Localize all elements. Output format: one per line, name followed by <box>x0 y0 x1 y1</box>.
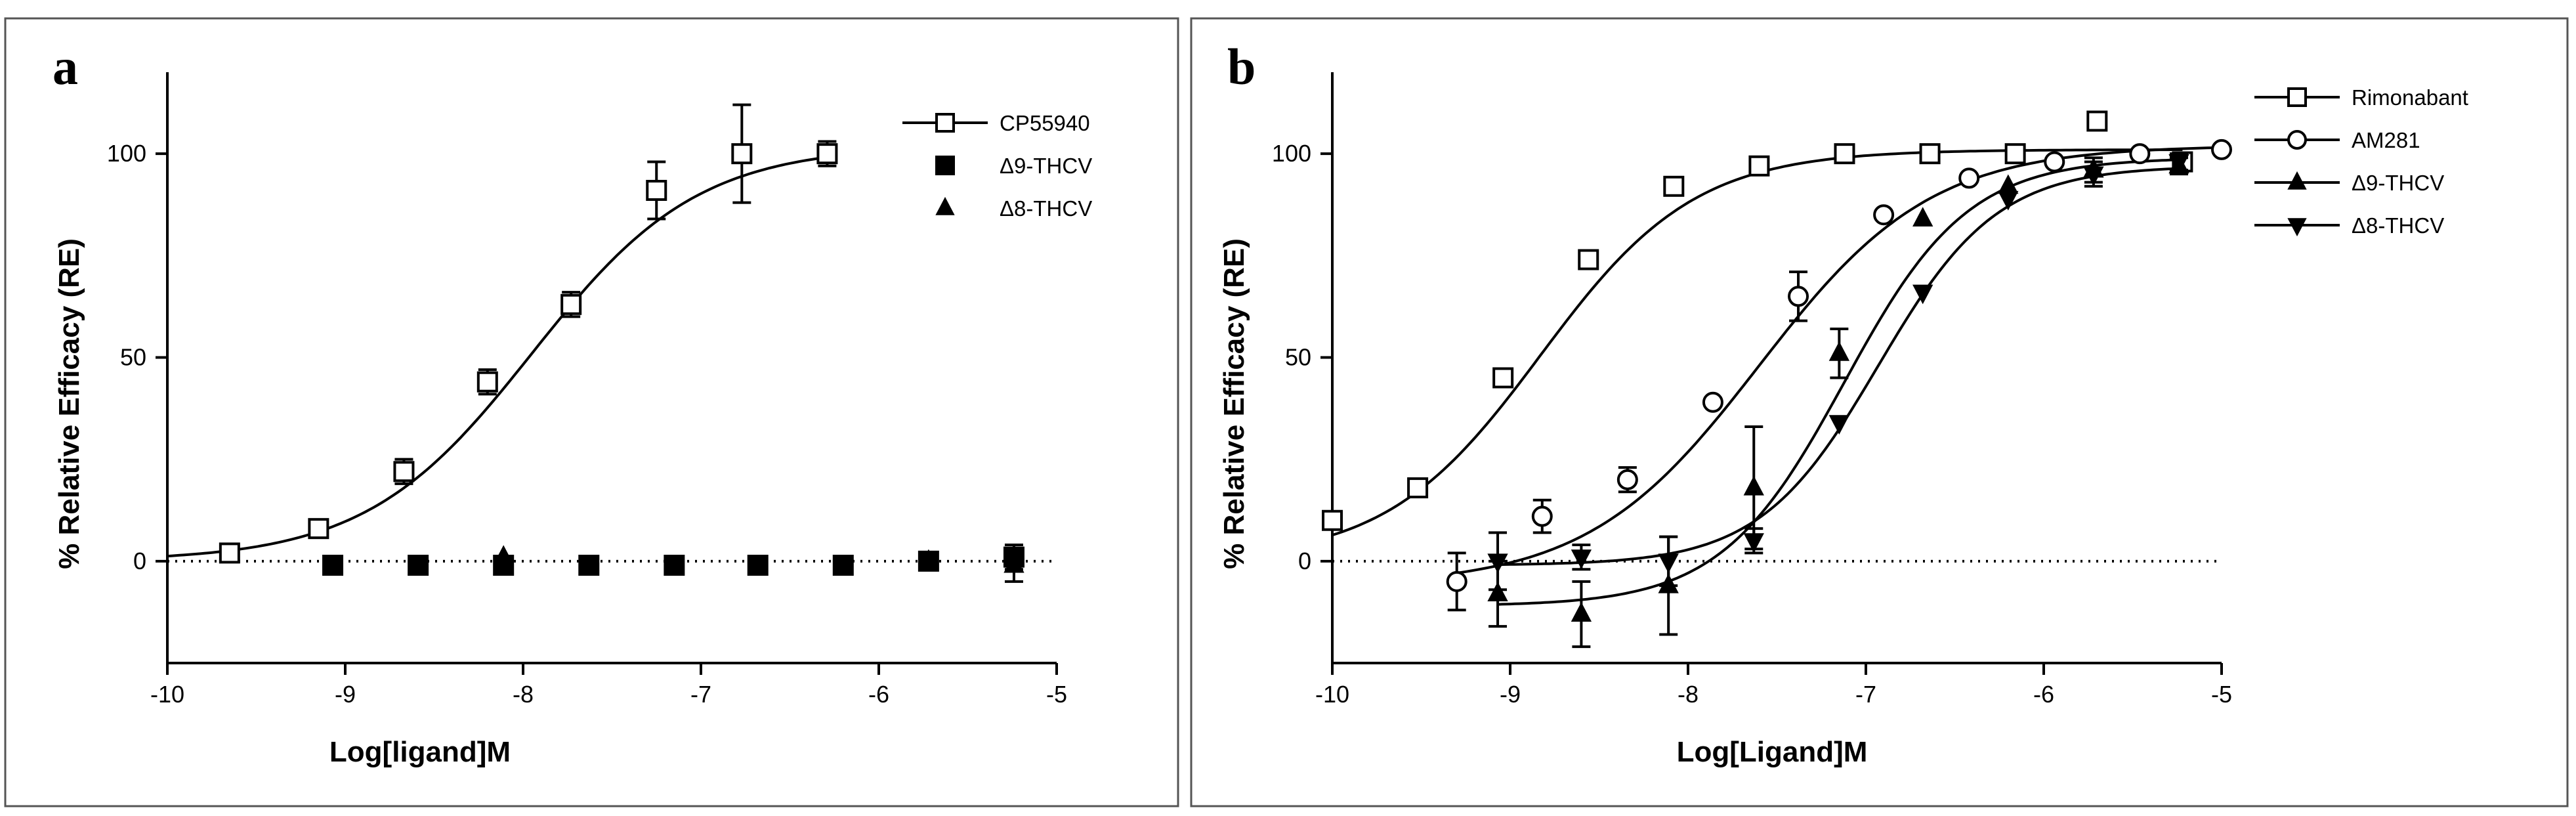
panel-a-data-point <box>408 555 429 576</box>
panel-a-data-point <box>393 461 415 483</box>
panel-a-data-point <box>476 371 498 393</box>
panel-a-data-point <box>493 545 514 565</box>
panel-a-data-point <box>747 555 769 576</box>
panel-b-y-tick-label: 0 <box>1298 548 1311 574</box>
panel-b-legend-marker <box>2287 171 2307 190</box>
panel-a-data-point <box>308 518 329 540</box>
panel-a-x-tick-label: -6 <box>868 681 889 708</box>
panel-b-data-point <box>2004 143 2026 165</box>
panel-b-data-point <box>1828 341 1850 361</box>
panel-b-data-point <box>1873 204 1895 226</box>
panel-a-data-point <box>578 555 600 576</box>
panel-b-border <box>1190 17 2569 807</box>
panel-a-legend-label: Δ9-THCV <box>1000 154 1092 178</box>
panel-b-data-point <box>1658 553 1679 574</box>
panel-a-legend-marker <box>935 196 955 215</box>
panel-b-data-point <box>1788 286 1809 307</box>
panel-b-x-tick-label: -8 <box>1678 681 1699 708</box>
panel-b: b Log[Ligand]M % Relative Efficacy (RE) … <box>1190 17 2569 807</box>
panel-b-data-point <box>1743 533 1764 553</box>
panel-a-data-point <box>731 143 753 165</box>
panel-a-fit-curve-0 <box>167 156 828 558</box>
panel-a-data-point <box>560 293 582 315</box>
panel-a-data-point <box>646 180 667 201</box>
panel-a-legend-marker <box>935 113 955 133</box>
panel-a-x-tick-label: -10 <box>150 681 184 708</box>
panel-b-data-point <box>2211 139 2232 160</box>
panel-a-data-point <box>664 555 685 576</box>
panel-a-data-point <box>918 549 939 569</box>
panel-b-x-tick-label: -10 <box>1315 681 1349 708</box>
panel-b-data-point <box>1616 469 1638 490</box>
panel-a-border <box>4 17 1179 807</box>
panel-b-legend-marker <box>2287 130 2307 150</box>
panel-b-data-point <box>1578 249 1599 270</box>
panel-a-data-point <box>322 555 344 576</box>
panel-b-data-point <box>1743 475 1764 496</box>
panel-b-legend-label: AM281 <box>2352 128 2420 152</box>
panel-b-x-tick-label: -9 <box>1500 681 1521 708</box>
panel-b-data-point <box>1571 549 1592 569</box>
panel-a-data-point <box>1003 553 1024 573</box>
panel-b-data-point <box>1912 284 1933 305</box>
panel-b-data-point <box>1919 143 1941 165</box>
panel-b-legend-marker <box>2287 218 2307 237</box>
panel-b-data-point <box>2086 110 2108 132</box>
panel-b-data-point <box>1492 367 1514 389</box>
panel-b-data-point <box>1748 155 1770 177</box>
panel-a-legend-label: Δ8-THCV <box>1000 196 1092 221</box>
panel-b-data-point <box>2044 151 2065 173</box>
panel-b-legend-label: Rimonabant <box>2352 85 2468 110</box>
panel-b-data-point <box>1702 391 1723 413</box>
panel-b-x-tick-label: -6 <box>2033 681 2054 708</box>
panel-b-data-point <box>1912 207 1933 226</box>
panel-b-label: b <box>1227 38 1256 95</box>
panel-b-data-point <box>1958 167 1980 189</box>
panel-b-y-axis-title: % Relative Efficacy (RE) <box>1218 238 1250 569</box>
panel-a: a Log[ligand]M % Relative Efficacy (RE) … <box>4 17 1179 807</box>
panel-b-data-point <box>1571 602 1592 622</box>
panel-b-data-point <box>1407 477 1429 499</box>
panel-b-data-point <box>1531 505 1553 527</box>
panel-b-fit-curve-2 <box>1497 158 2180 606</box>
panel-b-y-tick-label: 50 <box>1285 343 1311 370</box>
panel-b-data-point <box>2129 143 2151 165</box>
panel-a-data-point <box>219 542 240 564</box>
panel-b-data-point <box>1663 175 1685 197</box>
panel-a-y-tick-label: 100 <box>107 140 146 167</box>
panel-a-x-tick-label: -8 <box>513 681 534 708</box>
panel-a-legend-marker <box>935 156 955 175</box>
panel-a-y-tick-label: 0 <box>133 548 146 574</box>
panel-a-label: a <box>53 38 78 95</box>
panel-a-data-point <box>816 143 838 165</box>
panel-b-fit-curve-1 <box>1456 146 2222 574</box>
panel-b-data-point <box>1998 190 2019 211</box>
panel-b-x-axis-title: Log[Ligand]M <box>1677 736 1868 768</box>
panel-b-y-tick-label: 100 <box>1272 140 1311 167</box>
panel-a-x-tick-label: -7 <box>690 681 711 708</box>
panel-b-legend-marker <box>2287 87 2307 107</box>
panel-a-y-axis-title: % Relative Efficacy (RE) <box>53 238 85 569</box>
panel-b-data-point <box>1322 509 1343 531</box>
panel-b-data-point <box>2083 166 2104 186</box>
panel-b-data-point <box>1828 415 1850 435</box>
panel-b-x-tick-label: -7 <box>1855 681 1876 708</box>
panel-b-data-point <box>1446 570 1467 592</box>
panel-b-data-point <box>2168 154 2189 174</box>
panel-b-data-point <box>1487 582 1508 601</box>
panel-a-x-tick-label: -9 <box>335 681 356 708</box>
panel-a-y-tick-label: 50 <box>120 343 146 370</box>
panel-a-x-tick-label: -5 <box>1046 681 1067 708</box>
panel-b-x-tick-label: -5 <box>2211 681 2232 708</box>
panel-a-legend-label: CP55940 <box>1000 111 1090 135</box>
panel-a-data-point <box>832 555 854 576</box>
panel-a-x-axis-title: Log[ligand]M <box>329 736 511 768</box>
panel-b-data-point <box>1487 553 1508 574</box>
panel-b-legend-label: Δ8-THCV <box>2352 213 2444 238</box>
panel-b-legend-label: Δ9-THCV <box>2352 171 2444 195</box>
panel-b-data-point <box>1834 143 1855 165</box>
